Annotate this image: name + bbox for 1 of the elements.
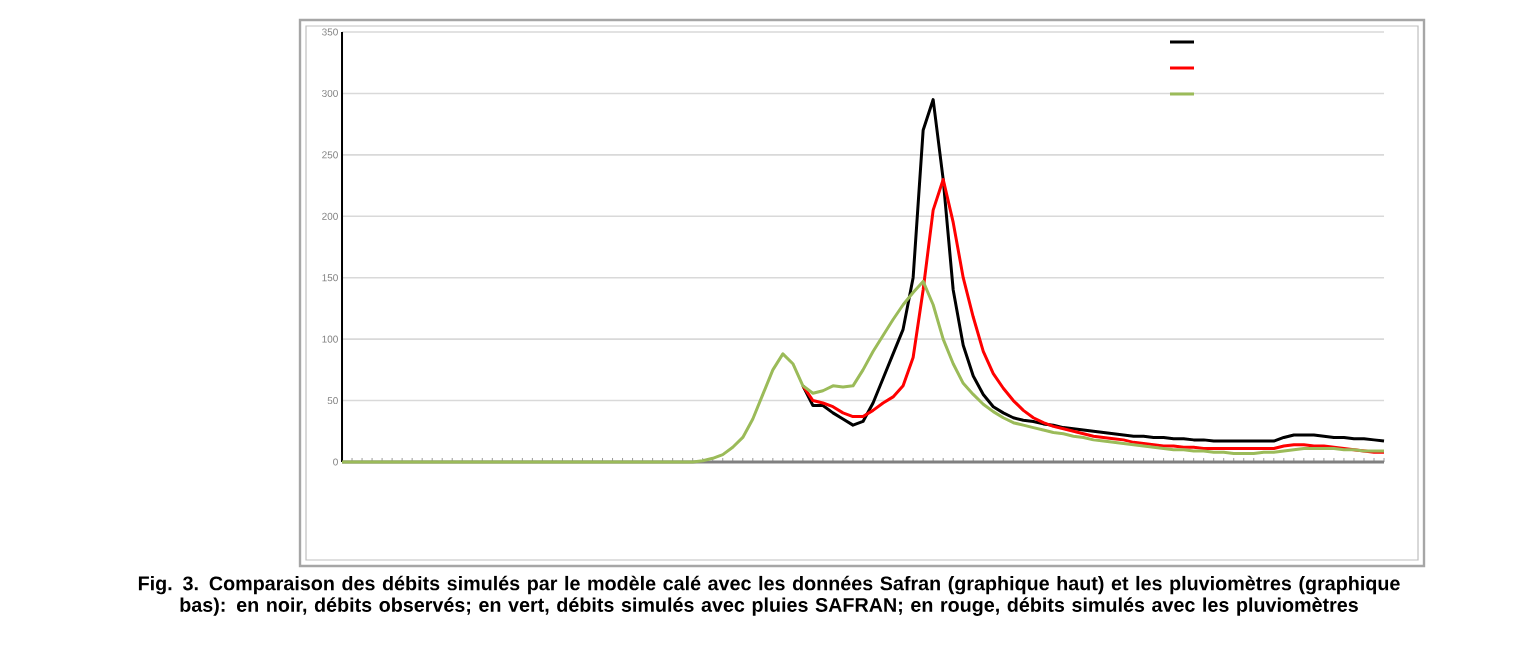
caption: Fig. 3. Comparaison des débits simulés par le modèle calé avec les données Safran (graphique haut) et les pluviomètres (graphique bas): en noir, débits observés; en vert, débits simulés avec pluies SAFRAN; en rouge, débits simulés avec les pluviomètres <box>138 575 1400 616</box>
